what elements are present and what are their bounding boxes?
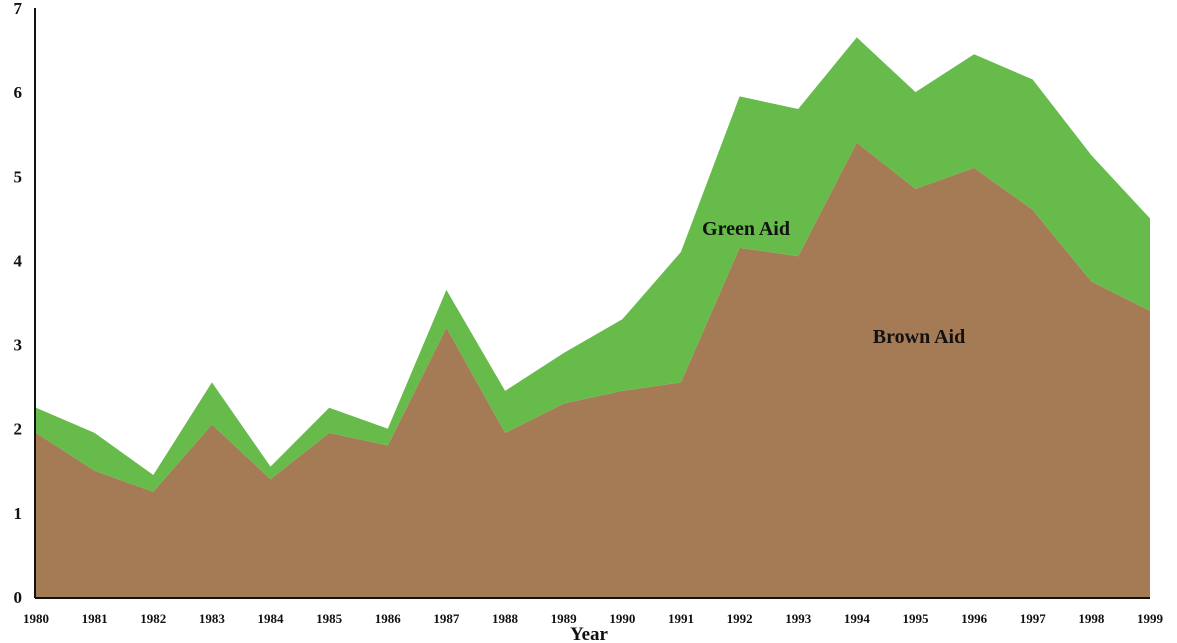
x-tick-label: 1984 [258, 611, 285, 626]
x-axis-title: Year [570, 624, 609, 643]
x-tick-label: 1999 [1137, 611, 1164, 626]
x-tick-label: 1980 [23, 611, 49, 626]
x-tick-label: 1985 [316, 611, 343, 626]
y-tick-label: 5 [14, 167, 23, 186]
x-tick-label: 1997 [1020, 611, 1047, 626]
series-labels: Green Aid Brown Aid [702, 218, 965, 348]
area-green-aid [36, 37, 1150, 492]
y-tick-label: 6 [14, 83, 23, 102]
y-tick-label: 1 [14, 504, 23, 523]
x-tick-labels: 1980 1981 1982 1983 1984 1985 1986 1987 1988 1989… [23, 611, 1164, 626]
series-label-brown-aid: Brown Aid [873, 326, 965, 348]
area-layer [36, 37, 1150, 597]
y-tick-label: 7 [14, 0, 23, 18]
y-tick-label: 4 [14, 251, 23, 270]
x-tick-label: 1983 [199, 611, 226, 626]
x-tick-label: 1998 [1078, 611, 1105, 626]
x-tick-label: 1982 [140, 611, 166, 626]
x-tick-label: 1992 [727, 611, 753, 626]
x-tick-label: 1988 [492, 611, 519, 626]
area-brown-aid [36, 142, 1150, 597]
x-tick-label: 1995 [902, 611, 929, 626]
x-tick-label: 1990 [609, 611, 635, 626]
y-tick-label: 0 [14, 588, 23, 607]
x-tick-label: 1994 [844, 611, 871, 626]
x-tick-label: 1996 [961, 611, 988, 626]
y-tick-label: 3 [14, 336, 23, 355]
x-tick-label: 1991 [668, 611, 694, 626]
x-tick-label: 1981 [82, 611, 108, 626]
x-tick-label: 1989 [551, 611, 578, 626]
series-label-green-aid: Green Aid [702, 218, 790, 240]
y-tick-labels: 0 1 2 3 4 5 6 7 [14, 0, 23, 607]
x-tick-label: 1987 [433, 611, 460, 626]
x-tick-label: 1993 [785, 611, 812, 626]
x-tick-label: 1986 [375, 611, 402, 626]
y-tick-label: 2 [14, 420, 23, 439]
